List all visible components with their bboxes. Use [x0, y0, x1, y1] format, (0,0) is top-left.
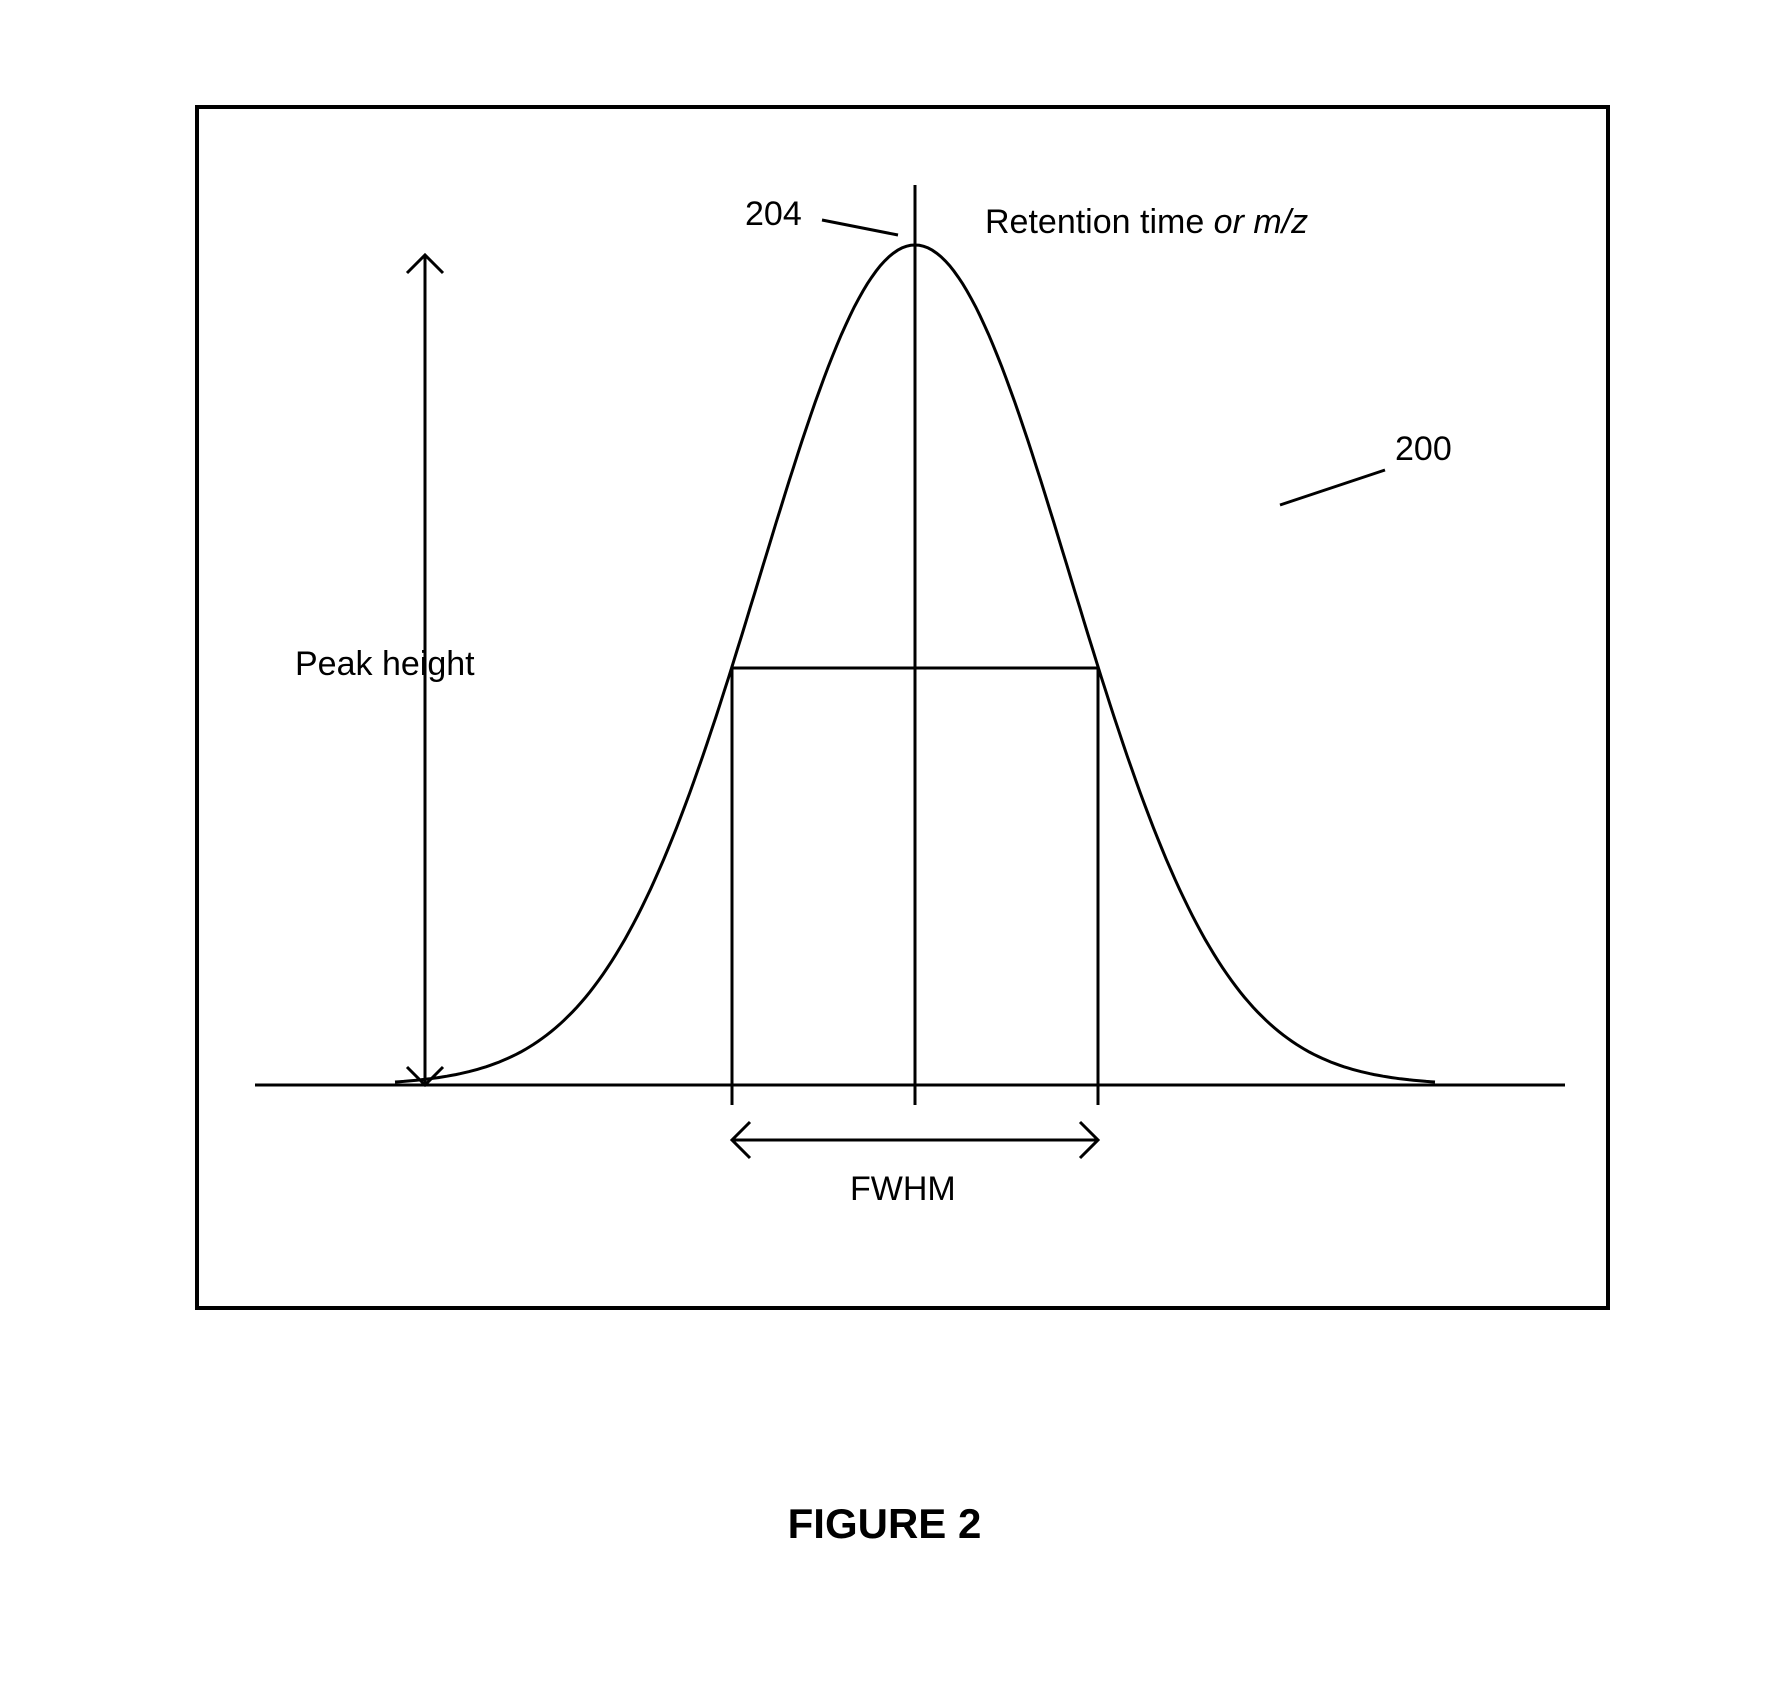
label-retention: Retention time or m/z: [985, 203, 1308, 241]
leader-204: [822, 220, 898, 235]
figure-caption: FIGURE 2: [0, 1500, 1769, 1548]
label-204: 204: [745, 195, 802, 233]
diagram-svg-wrap: 204 Retention time or m/z 200 Peak height FW…: [195, 105, 1610, 1310]
diagram-svg: 204 Retention time or m/z 200 Peak height FW…: [195, 105, 1610, 1310]
label-200: 200: [1395, 430, 1452, 468]
label-peak-height: Peak height: [295, 645, 475, 683]
leader-200: [1280, 470, 1385, 505]
page: 204 Retention time or m/z 200 Peak height FW…: [0, 0, 1769, 1705]
label-fwhm: FWHM: [850, 1170, 956, 1208]
